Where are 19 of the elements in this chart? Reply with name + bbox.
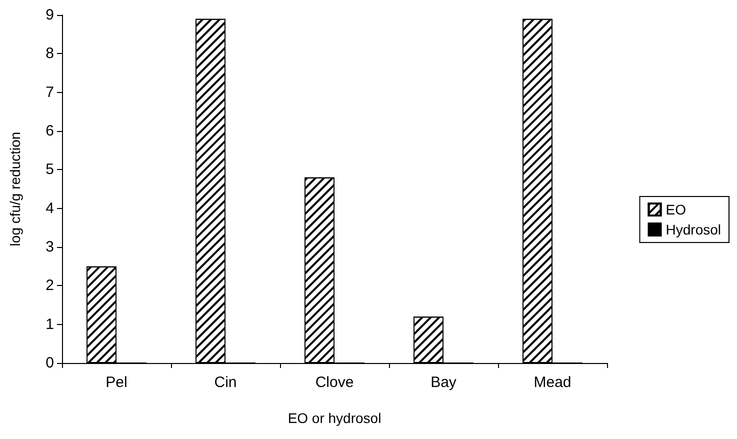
x-tick-label: Pel (106, 374, 128, 391)
x-axis-title: EO or hydrosol (288, 410, 382, 426)
y-tick-label: 8 (46, 45, 54, 62)
legend-label: Hydrosol (666, 222, 722, 238)
y-tick-label: 1 (46, 316, 54, 333)
legend-label: EO (666, 202, 686, 218)
y-tick-label: 9 (46, 6, 54, 24)
y-tick-label: 6 (46, 122, 54, 140)
y-tick-label: 4 (46, 200, 54, 217)
x-tick-label: Mead (534, 374, 572, 391)
y-tick-label: 0 (46, 354, 54, 372)
x-tick-label: Clove (315, 374, 354, 391)
x-tick-label: Bay (430, 374, 457, 391)
y-axis-title: log cfu/g reduction (7, 132, 23, 246)
y-tick-label: 2 (46, 277, 54, 294)
y-tick-label: 5 (46, 161, 54, 178)
y-tick-label: 3 (46, 238, 54, 256)
y-tick-label: 7 (46, 84, 54, 101)
x-tick-label: Cin (214, 374, 237, 391)
